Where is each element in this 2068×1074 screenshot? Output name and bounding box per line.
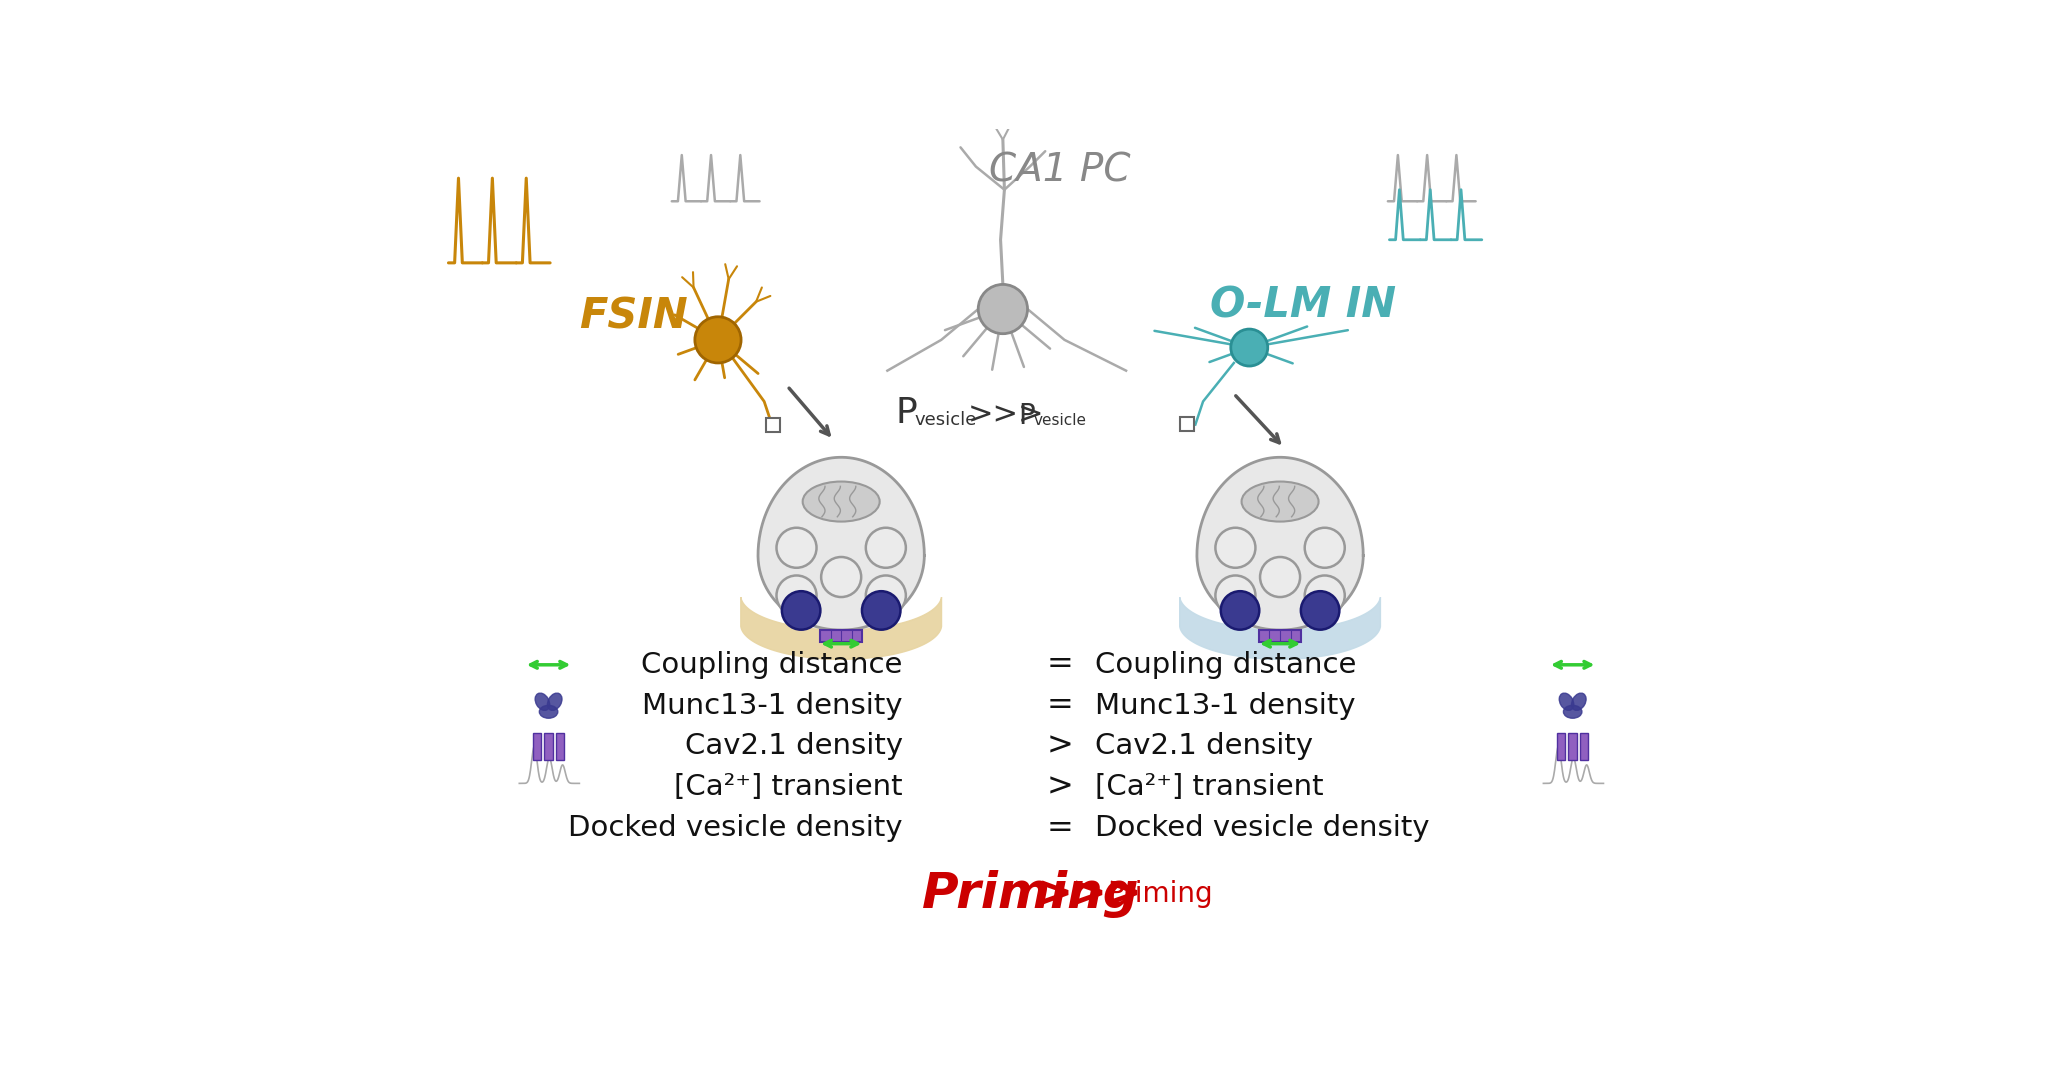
Text: [Ca²⁺] transient: [Ca²⁺] transient bbox=[674, 773, 904, 801]
Text: =: = bbox=[1046, 691, 1073, 721]
Text: P: P bbox=[895, 396, 916, 430]
Ellipse shape bbox=[548, 693, 562, 710]
Text: =: = bbox=[1046, 650, 1073, 680]
Bar bbox=[1259, 629, 1301, 642]
Circle shape bbox=[1220, 591, 1259, 629]
Text: >: > bbox=[1046, 772, 1073, 802]
Text: Coupling distance: Coupling distance bbox=[1096, 651, 1357, 679]
Text: >>>: >>> bbox=[1038, 873, 1142, 915]
Ellipse shape bbox=[540, 706, 558, 719]
Ellipse shape bbox=[1559, 693, 1574, 710]
Circle shape bbox=[1230, 329, 1268, 366]
Text: Docked vesicle density: Docked vesicle density bbox=[569, 814, 904, 842]
Circle shape bbox=[862, 591, 900, 629]
Text: vesicle: vesicle bbox=[914, 411, 976, 429]
Circle shape bbox=[1216, 527, 1255, 568]
Ellipse shape bbox=[1563, 706, 1582, 719]
Text: P: P bbox=[1017, 402, 1034, 430]
Circle shape bbox=[695, 317, 740, 363]
Polygon shape bbox=[1197, 458, 1363, 630]
Ellipse shape bbox=[536, 693, 550, 710]
Text: FSIN: FSIN bbox=[579, 295, 689, 337]
Ellipse shape bbox=[1241, 481, 1319, 522]
Polygon shape bbox=[1179, 597, 1381, 659]
Text: =: = bbox=[1046, 813, 1073, 843]
Circle shape bbox=[866, 576, 906, 615]
Polygon shape bbox=[759, 458, 924, 630]
Circle shape bbox=[821, 557, 860, 597]
Bar bbox=[534, 732, 542, 760]
Circle shape bbox=[1301, 591, 1340, 629]
Text: CA1 PC: CA1 PC bbox=[989, 151, 1131, 189]
Polygon shape bbox=[740, 597, 941, 659]
Text: Coupling distance: Coupling distance bbox=[641, 651, 904, 679]
Ellipse shape bbox=[802, 481, 879, 522]
Text: vesicle: vesicle bbox=[1034, 413, 1086, 429]
Text: [Ca²⁺] transient: [Ca²⁺] transient bbox=[1096, 773, 1324, 801]
Circle shape bbox=[1259, 557, 1301, 597]
Bar bbox=[556, 732, 565, 760]
Text: >>>: >>> bbox=[968, 400, 1044, 429]
Circle shape bbox=[776, 576, 817, 615]
Bar bbox=[765, 419, 780, 432]
Text: Priming: Priming bbox=[1106, 881, 1212, 909]
Text: >: > bbox=[1046, 731, 1073, 761]
Bar bbox=[1580, 732, 1588, 760]
Bar bbox=[1568, 732, 1578, 760]
Bar bbox=[821, 629, 862, 642]
Text: Munc13-1 density: Munc13-1 density bbox=[1096, 692, 1357, 720]
Circle shape bbox=[1305, 527, 1344, 568]
Circle shape bbox=[866, 527, 906, 568]
Text: Docked vesicle density: Docked vesicle density bbox=[1096, 814, 1429, 842]
Text: Cav2.1 density: Cav2.1 density bbox=[685, 732, 904, 760]
Bar bbox=[544, 732, 552, 760]
Bar bbox=[1181, 417, 1193, 431]
Circle shape bbox=[776, 527, 817, 568]
Circle shape bbox=[1305, 576, 1344, 615]
Text: Munc13-1 density: Munc13-1 density bbox=[643, 692, 904, 720]
Ellipse shape bbox=[1572, 693, 1586, 710]
Text: O-LM IN: O-LM IN bbox=[1210, 285, 1396, 326]
Text: Cav2.1 density: Cav2.1 density bbox=[1096, 732, 1313, 760]
Circle shape bbox=[1216, 576, 1255, 615]
Circle shape bbox=[978, 285, 1028, 334]
Text: Priming: Priming bbox=[922, 870, 1139, 918]
Circle shape bbox=[782, 591, 821, 629]
Bar bbox=[1557, 732, 1565, 760]
